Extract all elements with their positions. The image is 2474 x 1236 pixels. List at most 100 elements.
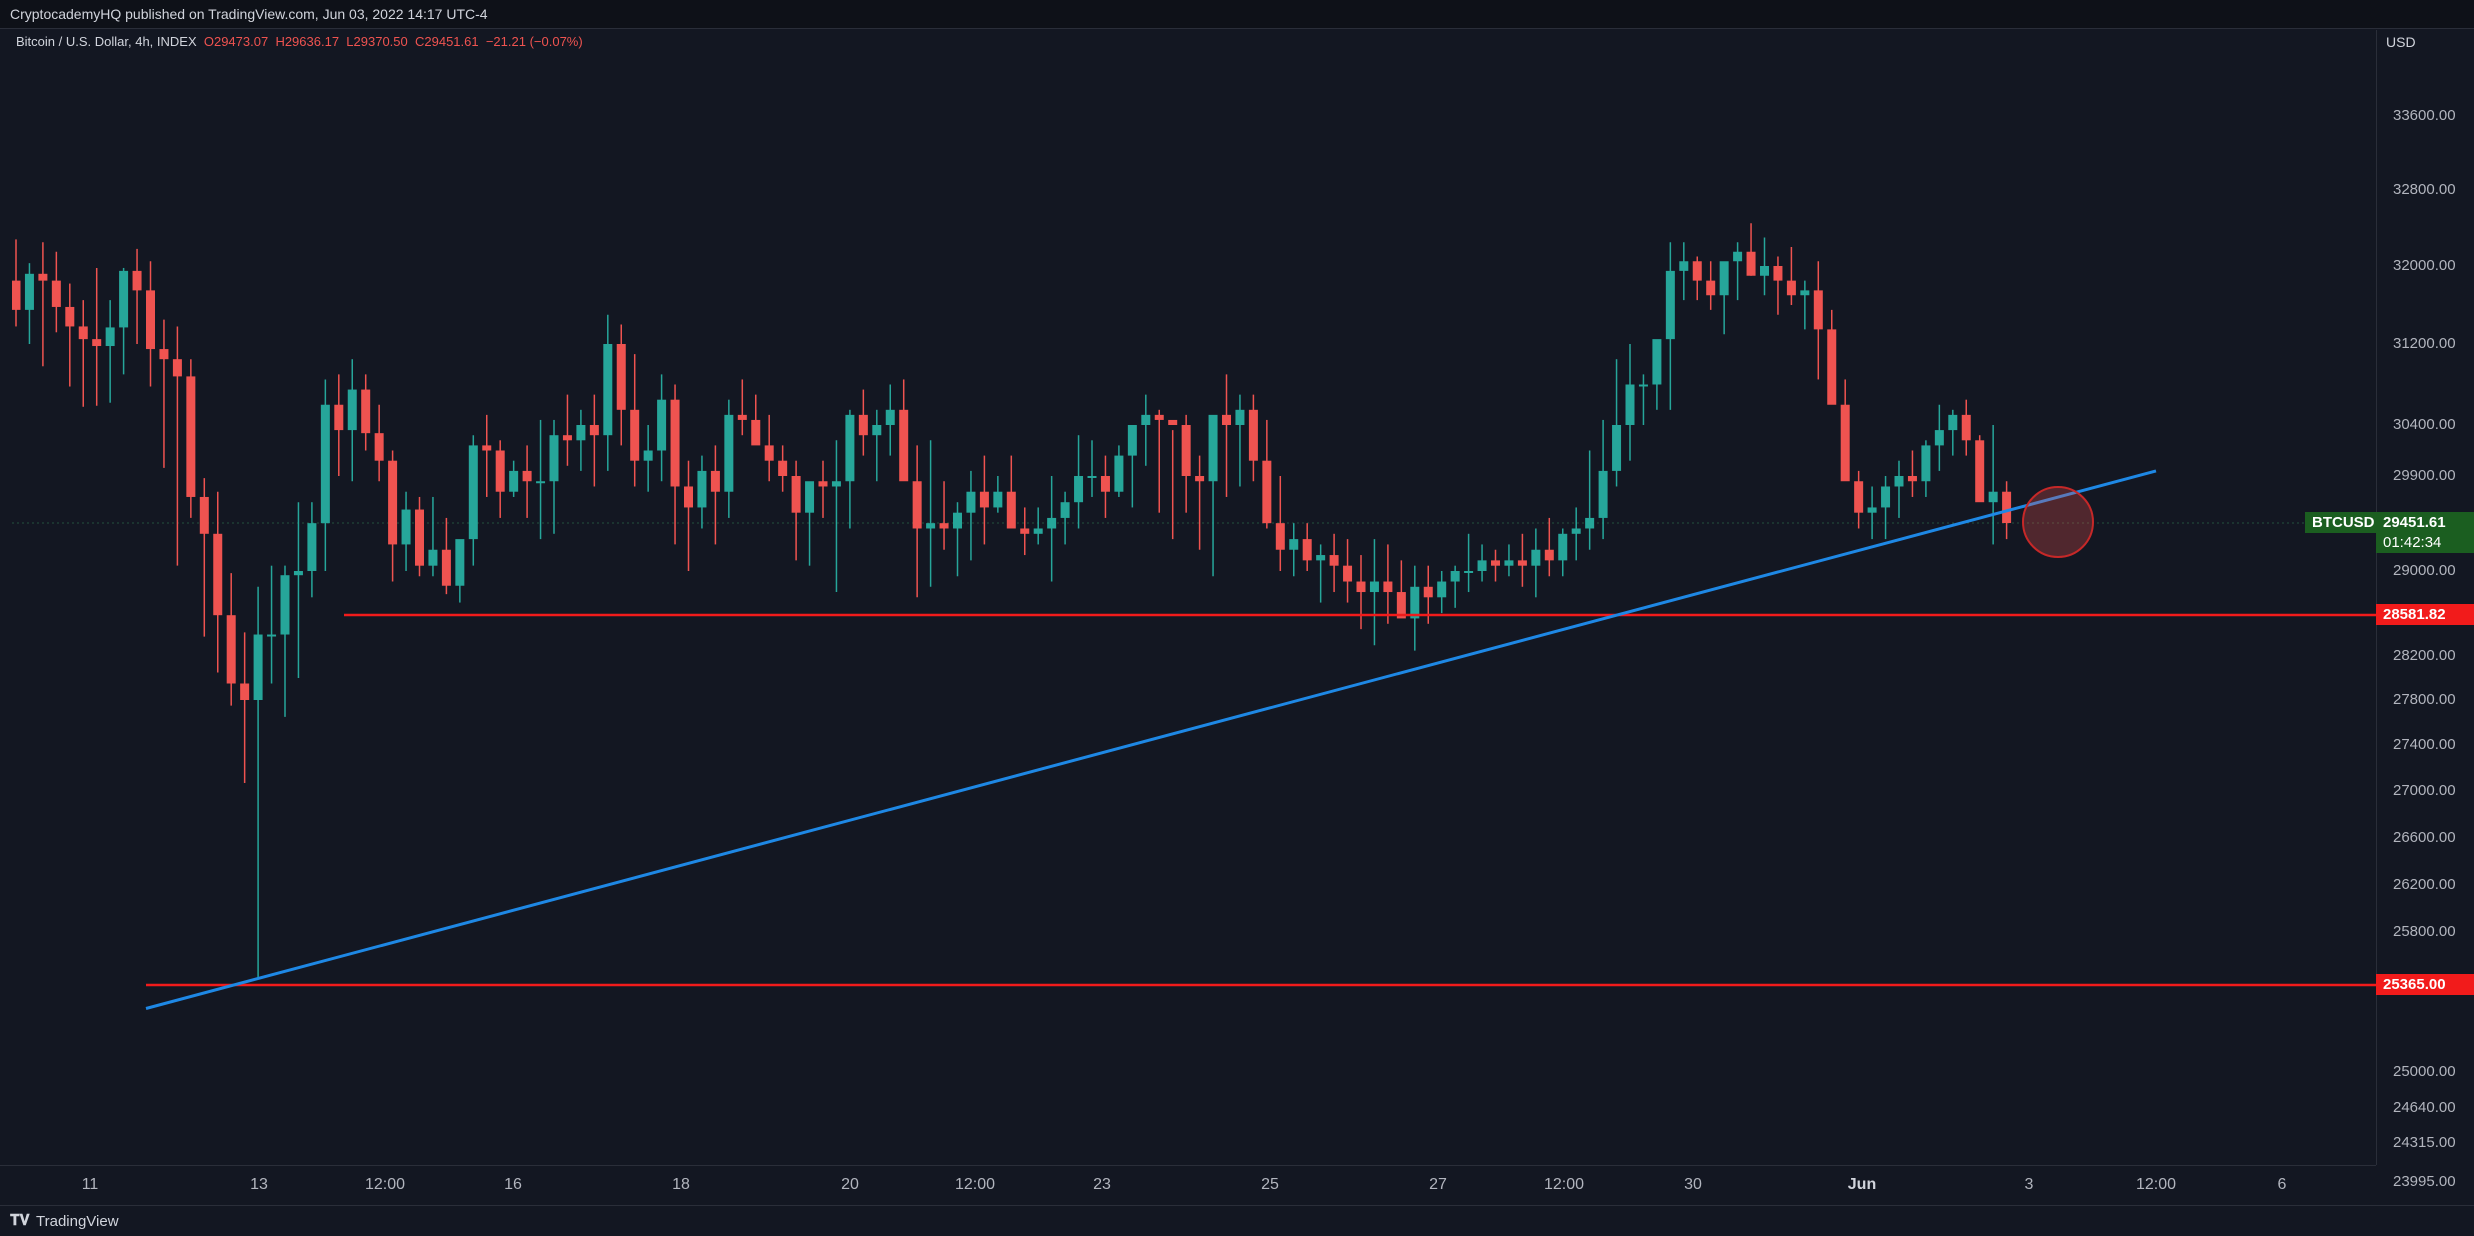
- candle-body: [657, 399, 667, 451]
- candle-body: [1800, 290, 1810, 296]
- candle-body: [1988, 491, 1998, 503]
- time-tick: 13: [250, 1176, 268, 1193]
- time-axis[interactable]: 11 13 12:00 16 18 20 12:00 23 25 27 12:00 30 Jun 3 12:…: [0, 1165, 2376, 1206]
- candle-body: [428, 549, 438, 566]
- candle-body: [1504, 560, 1514, 566]
- candle-body: [1020, 528, 1030, 534]
- upper-level-tag: 28581.82: [2376, 604, 2474, 625]
- candle-body: [630, 409, 640, 461]
- candle-body: [576, 425, 586, 441]
- countdown-tag: 01:42:34: [2376, 532, 2474, 553]
- candle-body: [105, 327, 115, 347]
- candle-body: [1195, 476, 1205, 482]
- candle-body: [764, 445, 774, 461]
- candle-body: [791, 476, 801, 513]
- candle-body: [1531, 549, 1541, 566]
- candle-body: [119, 270, 129, 328]
- candle-body: [953, 512, 962, 529]
- price-tick: 30400.00: [2393, 416, 2456, 433]
- time-tick: 16: [504, 1176, 522, 1193]
- trendline: [145, 469, 2157, 1010]
- candle-body: [1706, 280, 1716, 296]
- candle-body: [401, 509, 411, 545]
- price-tick: 33600.00: [2393, 107, 2456, 124]
- candle-body: [361, 389, 371, 434]
- candle-body: [1719, 261, 1729, 296]
- price-tick: 24640.00: [2393, 1099, 2456, 1116]
- candle-body: [670, 399, 680, 487]
- candle-body: [1450, 571, 1460, 582]
- candle-body: [1854, 481, 1864, 513]
- candle-body: [1571, 528, 1581, 534]
- candle-body: [1517, 560, 1527, 566]
- candle-body: [1423, 586, 1433, 598]
- candle-body: [1154, 414, 1164, 420]
- candle-body: [522, 470, 532, 482]
- candle-body: [1235, 409, 1245, 425]
- footer-brand[interactable]: TradingView: [36, 1213, 119, 1230]
- candle-body: [2002, 491, 2012, 523]
- candle-body: [159, 349, 169, 360]
- legend-change: −21.21 (−0.07%): [485, 34, 583, 49]
- candle-body: [1006, 491, 1016, 529]
- time-tick: 12:00: [1543, 1176, 1585, 1193]
- candle-body: [1222, 414, 1231, 425]
- candle-body: [213, 533, 223, 616]
- candle-body: [240, 683, 250, 700]
- candle-body: [1275, 523, 1285, 550]
- candle-body: [186, 376, 196, 497]
- symbol-tag: BTCUSD: [2305, 512, 2382, 533]
- candle-body: [12, 280, 21, 310]
- axis-currency-label: USD: [2386, 34, 2416, 50]
- candle-body: [1934, 430, 1944, 446]
- candle-body: [710, 470, 720, 492]
- candle-body: [1921, 445, 1931, 482]
- legend-open: O29473.07: [203, 34, 269, 49]
- candle-body: [1289, 539, 1299, 550]
- time-tick: 20: [841, 1176, 859, 1193]
- tradingview-logo-icon[interactable]: 𝐓𝐕: [10, 1212, 30, 1229]
- candlestick-chart[interactable]: [12, 30, 2376, 1165]
- candle-body: [562, 435, 572, 441]
- candle-body: [1598, 470, 1608, 518]
- legend-low: L29370.50: [346, 34, 408, 49]
- candle-body: [1410, 586, 1420, 619]
- candle-body: [1060, 502, 1070, 518]
- candle-body: [1840, 404, 1850, 482]
- candle-body: [1652, 339, 1662, 385]
- candle-body: [1948, 414, 1958, 431]
- candle-body: [1477, 560, 1487, 571]
- candle-body: [1827, 329, 1837, 405]
- candle-body: [65, 306, 75, 327]
- time-tick: 23: [1093, 1176, 1111, 1193]
- price-tick: 27000.00: [2393, 782, 2456, 799]
- candle-body: [872, 425, 882, 436]
- candle-body: [643, 450, 653, 461]
- candle-body: [979, 491, 989, 508]
- candle-body: [1329, 555, 1339, 566]
- price-tick: 29000.00: [2393, 562, 2456, 579]
- candle-body: [320, 404, 330, 524]
- candle-body: [253, 634, 263, 700]
- time-tick: 12:00: [954, 1176, 996, 1193]
- candle-body: [1114, 455, 1124, 492]
- candle-body: [374, 433, 384, 461]
- candle-body: [926, 523, 936, 529]
- price-tick: 31200.00: [2393, 335, 2456, 352]
- price-tick: 27400.00: [2393, 736, 2456, 753]
- footer: 𝐓𝐕 TradingView: [0, 1205, 2474, 1236]
- time-tick: 25: [1261, 1176, 1279, 1193]
- candle-body: [1692, 261, 1702, 281]
- candle-body: [146, 290, 155, 350]
- candle-body: [1746, 251, 1756, 276]
- candle-body: [1074, 476, 1084, 503]
- candle-body: [1679, 261, 1689, 271]
- candle-body: [38, 273, 48, 281]
- candle-body: [831, 481, 841, 487]
- candle-body: [1262, 460, 1272, 524]
- candle-body: [1316, 555, 1326, 561]
- candle-body: [858, 414, 868, 436]
- last-price-tag: 29451.61: [2376, 512, 2474, 533]
- candle-body: [1047, 517, 1057, 529]
- candle-body: [24, 273, 34, 310]
